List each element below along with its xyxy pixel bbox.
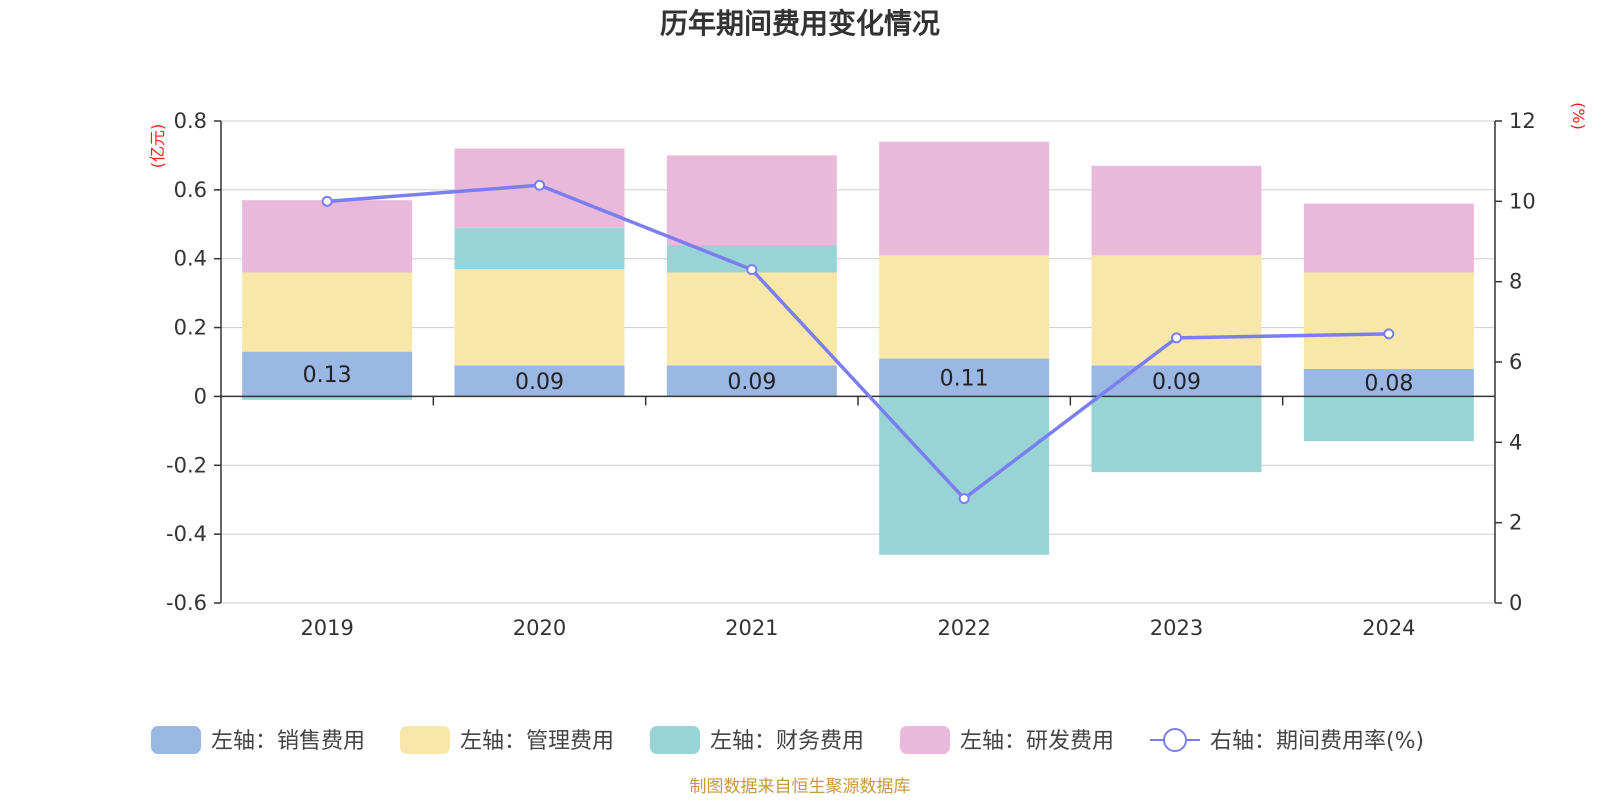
bar-data-label: 0.13 bbox=[303, 363, 352, 388]
bar-data-label: 0.09 bbox=[1152, 370, 1201, 395]
bar-segment bbox=[879, 396, 1050, 555]
bar-segment bbox=[242, 200, 413, 273]
bar-segment bbox=[1091, 396, 1262, 473]
bar-segment bbox=[879, 358, 1050, 397]
legend-label: 左轴：管理费用 bbox=[460, 729, 614, 754]
legend-label: 左轴：财务费用 bbox=[710, 729, 864, 754]
right-tick-label: 0 bbox=[1509, 591, 1522, 615]
bar-segment bbox=[1303, 368, 1474, 397]
x-tick-label: 2022 bbox=[937, 616, 990, 640]
left-tick-label: 0.8 bbox=[174, 109, 207, 133]
line-point bbox=[1171, 332, 1182, 344]
left-tick-label: 0.4 bbox=[174, 247, 207, 271]
bar-segment bbox=[1303, 396, 1474, 442]
bar-segment bbox=[666, 272, 837, 366]
legend-swatch bbox=[650, 726, 700, 754]
bar-segment bbox=[879, 255, 1050, 359]
legend-point-swatch bbox=[1163, 728, 1187, 752]
bar-segment bbox=[666, 365, 837, 397]
bar-data-label: 0.11 bbox=[940, 366, 989, 391]
legend-label: 左轴：销售费用 bbox=[211, 729, 365, 754]
x-tick-label: 2020 bbox=[513, 616, 566, 640]
expense-ratio-line bbox=[321, 179, 1395, 505]
line-point bbox=[534, 179, 545, 191]
bar-segment bbox=[1091, 165, 1262, 256]
left-tick-label: -0.6 bbox=[166, 591, 207, 615]
bar-data-labels: 0.13 0.09 0.09 0.11 0.09 0.08 bbox=[303, 363, 1414, 397]
x-tick-label: 2021 bbox=[725, 616, 778, 640]
line-point bbox=[746, 264, 758, 276]
left-tick-label: -0.4 bbox=[166, 522, 207, 546]
bar-data-label: 0.08 bbox=[1364, 372, 1413, 397]
right-axis-unit: (%) bbox=[1569, 102, 1588, 130]
right-tick-label: 8 bbox=[1509, 270, 1522, 294]
x-tick-label: 2019 bbox=[300, 616, 353, 640]
bar-segment bbox=[666, 155, 837, 245]
bars bbox=[242, 141, 1474, 555]
legend-swatch bbox=[900, 726, 950, 754]
bar-segment bbox=[879, 141, 1050, 256]
bar-segment bbox=[1303, 203, 1474, 273]
bar-segment bbox=[1091, 255, 1262, 366]
line-point bbox=[321, 195, 333, 207]
right-tick-label: 12 bbox=[1509, 109, 1536, 133]
right-tick-label: 4 bbox=[1509, 430, 1522, 454]
bar-segment bbox=[454, 365, 625, 397]
chart-title: 历年期间费用变化情况 bbox=[660, 7, 940, 40]
left-tick-label: 0.6 bbox=[174, 178, 207, 202]
axes bbox=[214, 120, 1502, 604]
bar-segment bbox=[242, 272, 413, 352]
line-point bbox=[958, 493, 970, 505]
legend-label: 左轴：研发费用 bbox=[960, 729, 1114, 754]
legend: 左轴：销售费用 左轴：管理费用 左轴：财务费用 左轴：研发费用 右轴：期间费用率(%) bbox=[151, 726, 1424, 754]
grid-lines bbox=[221, 120, 1495, 604]
x-tick-label: 2023 bbox=[1150, 616, 1203, 640]
bar-data-label: 0.09 bbox=[515, 370, 564, 395]
line-point bbox=[1383, 328, 1395, 340]
legend-label: 右轴：期间费用率(%) bbox=[1210, 729, 1424, 754]
left-tick-label: -0.2 bbox=[166, 453, 207, 477]
left-tick-label: 0.2 bbox=[174, 316, 207, 340]
tick-labels: -0.6 -0.4 -0.2 0 0.2 0.4 0.6 0.8 0 2 4 6 8 10 12 2019 20… bbox=[166, 109, 1536, 640]
x-tick-label: 2024 bbox=[1362, 616, 1415, 640]
bar-data-label: 0.09 bbox=[727, 370, 776, 395]
bar-segment bbox=[454, 269, 625, 366]
left-axis-unit: (亿元) bbox=[148, 124, 167, 169]
right-tick-label: 6 bbox=[1509, 350, 1522, 374]
bar-segment bbox=[242, 396, 413, 400]
right-tick-label: 2 bbox=[1509, 511, 1522, 535]
left-tick-label: 0 bbox=[194, 384, 207, 408]
bar-segment bbox=[1303, 272, 1474, 369]
source-note: 制图数据来自恒生聚源数据库 bbox=[690, 777, 911, 797]
bar-segment bbox=[242, 351, 413, 397]
bar-segment bbox=[454, 227, 625, 270]
legend-swatch bbox=[151, 726, 201, 754]
legend-swatch bbox=[400, 726, 450, 754]
line-path bbox=[327, 183, 1389, 501]
right-tick-label: 10 bbox=[1509, 189, 1536, 213]
